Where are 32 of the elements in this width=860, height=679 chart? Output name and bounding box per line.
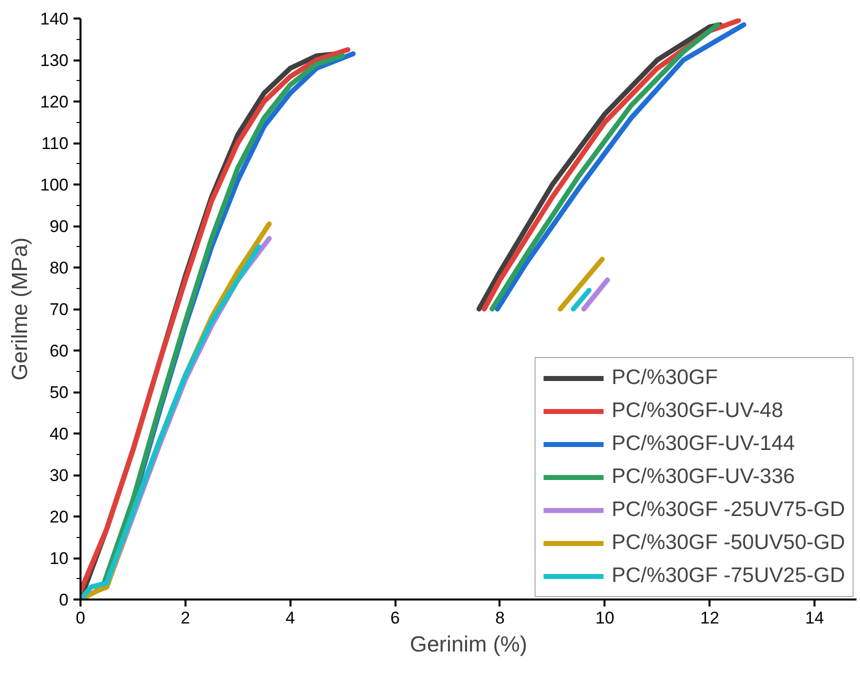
- y-tick-label: 10: [50, 549, 69, 568]
- y-tick-label: 140: [40, 10, 69, 28]
- y-tick-label: 110: [41, 134, 69, 153]
- legend-label: PC/%30GF -25UV75-GD: [612, 498, 845, 522]
- x-tick-label: 12: [700, 608, 720, 628]
- y-tick-label: 120: [40, 92, 69, 112]
- y-axis-title: Gerilme (MPa): [7, 237, 32, 381]
- y-tick-label: 100: [40, 176, 69, 194]
- x-tick-label: 6: [390, 608, 400, 628]
- y-tick-label: 30: [50, 466, 69, 485]
- x-tick-label: 14: [805, 608, 824, 628]
- x-tick-label: 10: [595, 608, 614, 628]
- x-tick-label: 2: [180, 608, 190, 628]
- x-axis-title: Gerinim (%): [410, 632, 528, 656]
- y-tick-label: 130: [40, 51, 69, 70]
- legend-label: PC/%30GF -50UV50-GD: [612, 531, 845, 555]
- y-tick-label: 50: [50, 383, 69, 402]
- x-tick-label: 8: [495, 608, 505, 628]
- legend-label: PC/%30GF -75UV25-GD: [612, 564, 845, 588]
- y-tick-label: 20: [50, 508, 69, 526]
- y-tick-label: 60: [50, 342, 69, 360]
- x-tick-label: 0: [76, 608, 86, 628]
- legend-label: PC/%30GF-UV-336: [612, 465, 795, 489]
- legend-label: PC/%30GF: [612, 366, 718, 390]
- y-tick-label: 40: [50, 424, 69, 444]
- x-tick-label: 4: [286, 608, 295, 628]
- y-tick-label: 70: [50, 300, 69, 319]
- legend-label: PC/%30GF-UV-48: [612, 399, 784, 423]
- legend-label: PC/%30GF-UV-144: [612, 432, 795, 456]
- y-tick-label: 0: [59, 590, 69, 610]
- y-tick-label: 90: [50, 217, 69, 236]
- y-tick-label: 80: [50, 258, 69, 278]
